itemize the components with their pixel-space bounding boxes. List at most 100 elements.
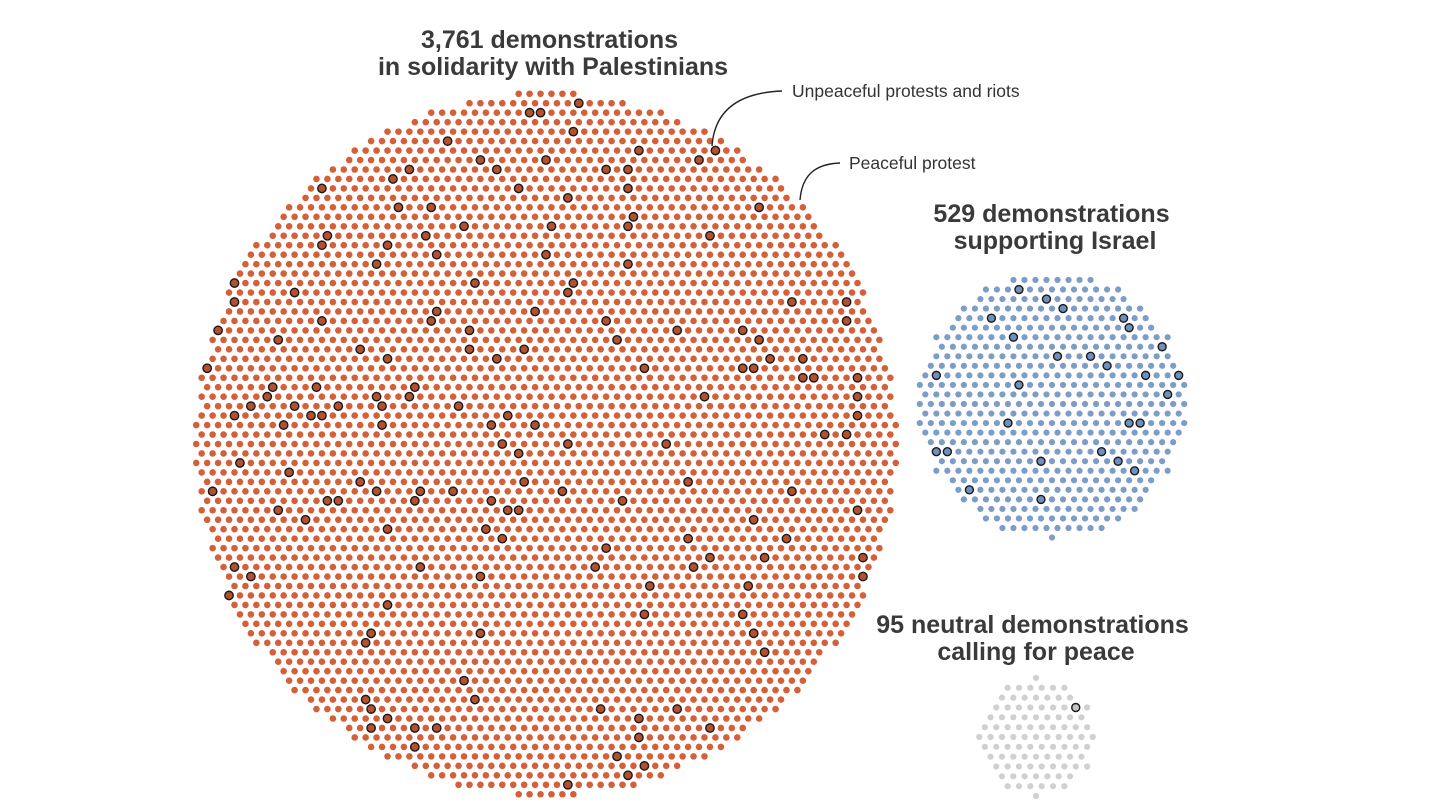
dot-peaceful-protest — [805, 327, 812, 334]
dot-peaceful-protest — [876, 355, 883, 363]
dot-peaceful-protest — [548, 128, 555, 135]
dot-peaceful-protest — [378, 213, 386, 221]
dot-peaceful-protest — [515, 488, 522, 495]
dot-peaceful-protest — [466, 743, 473, 751]
dot-peaceful-protest — [602, 336, 610, 344]
dot-peaceful-protest — [1015, 439, 1023, 446]
dot-peaceful-protest — [509, 156, 517, 164]
dot-peaceful-protest — [526, 185, 533, 192]
dot-peaceful-protest — [630, 686, 637, 694]
dot-peaceful-protest — [690, 620, 697, 628]
dot-peaceful-protest — [417, 279, 424, 287]
dot-peaceful-protest — [755, 639, 763, 647]
dot-peaceful-protest — [493, 431, 501, 438]
dot-unpeaceful-protest — [1124, 322, 1134, 333]
dot-peaceful-protest — [493, 147, 501, 154]
dot-peaceful-protest — [389, 648, 397, 656]
dot-peaceful-protest — [542, 630, 550, 637]
dot-peaceful-protest — [504, 166, 512, 173]
dot-peaceful-protest — [378, 554, 386, 561]
dot-peaceful-protest — [438, 109, 446, 116]
dot-peaceful-protest — [384, 260, 391, 268]
dot-peaceful-protest — [231, 544, 238, 552]
dot-unpeaceful-protest — [355, 476, 366, 487]
dot-peaceful-protest — [701, 166, 708, 173]
dot-peaceful-protest — [471, 260, 479, 268]
dot-peaceful-protest — [1103, 458, 1111, 465]
dot-unpeaceful-protest — [759, 647, 770, 658]
dot-peaceful-protest — [1054, 467, 1061, 474]
dot-unpeaceful-protest — [409, 742, 420, 752]
dot-peaceful-protest — [1043, 334, 1050, 341]
dot-peaceful-protest — [1081, 400, 1089, 408]
dot-peaceful-protest — [591, 298, 599, 306]
dot-peaceful-protest — [340, 241, 348, 249]
dot-peaceful-protest — [993, 477, 1001, 484]
dot-peaceful-protest — [433, 440, 441, 448]
dot-peaceful-protest — [395, 753, 402, 760]
dot-peaceful-protest — [302, 497, 309, 505]
dot-peaceful-protest — [848, 573, 856, 580]
dot-peaceful-protest — [602, 563, 610, 571]
dot-peaceful-protest — [302, 611, 309, 618]
dot-peaceful-protest — [761, 364, 768, 372]
dot-peaceful-protest — [324, 251, 331, 258]
dot-peaceful-protest — [427, 488, 435, 495]
dot-peaceful-protest — [815, 327, 823, 334]
dot-peaceful-protest — [1070, 477, 1078, 484]
dot-peaceful-protest — [220, 469, 227, 476]
dot-peaceful-protest — [444, 402, 451, 410]
dot-peaceful-protest — [922, 391, 929, 398]
dot-peaceful-protest — [384, 658, 391, 666]
dot-peaceful-protest — [318, 677, 326, 684]
dot-peaceful-protest — [1037, 286, 1045, 293]
dot-peaceful-protest — [810, 563, 818, 571]
dot-peaceful-protest — [723, 488, 730, 495]
dot-peaceful-protest — [712, 506, 719, 514]
dot-peaceful-protest — [520, 213, 528, 221]
dot-peaceful-protest — [1055, 694, 1062, 701]
dot-peaceful-protest — [597, 459, 604, 467]
dot-peaceful-protest — [242, 525, 249, 533]
dot-peaceful-protest — [777, 412, 785, 419]
dot-peaceful-protest — [717, 497, 725, 505]
dot-unpeaceful-protest — [737, 609, 748, 620]
dot-peaceful-protest — [373, 544, 380, 552]
dot-peaceful-protest — [231, 488, 238, 495]
dot-peaceful-protest — [515, 563, 522, 571]
dot-peaceful-protest — [1153, 467, 1160, 474]
dot-peaceful-protest — [799, 488, 807, 495]
dot-peaceful-protest — [356, 364, 364, 372]
dot-peaceful-protest — [313, 364, 320, 372]
dot-peaceful-protest — [449, 185, 457, 192]
dot-peaceful-protest — [668, 620, 675, 628]
dot-unpeaceful-protest — [224, 590, 234, 601]
dot-peaceful-protest — [537, 715, 544, 722]
dot-peaceful-protest — [498, 421, 506, 429]
dot-peaceful-protest — [777, 431, 785, 438]
dot-peaceful-protest — [520, 289, 528, 296]
dot-peaceful-protest — [564, 762, 572, 770]
dot-peaceful-protest — [373, 166, 380, 173]
dot-peaceful-protest — [395, 166, 402, 173]
dot-peaceful-protest — [1092, 305, 1100, 312]
dot-peaceful-protest — [498, 327, 506, 334]
dot-peaceful-protest — [723, 450, 730, 457]
dot-peaceful-protest — [209, 506, 216, 514]
dot-peaceful-protest — [1037, 305, 1045, 312]
dot-peaceful-protest — [395, 696, 402, 703]
dot-peaceful-protest — [586, 194, 594, 202]
dot-peaceful-protest — [772, 402, 779, 410]
dot-peaceful-protest — [340, 469, 348, 476]
dot-peaceful-protest — [280, 478, 287, 486]
dot-peaceful-protest — [509, 270, 517, 277]
dot-peaceful-protest — [586, 99, 594, 107]
dot-peaceful-protest — [548, 279, 555, 287]
dot-peaceful-protest — [411, 440, 419, 448]
dot-unpeaceful-protest — [1118, 313, 1129, 323]
dot-peaceful-protest — [695, 194, 703, 202]
dot-peaceful-protest — [608, 156, 615, 164]
dot-peaceful-protest — [799, 431, 807, 438]
dot-peaceful-protest — [367, 611, 375, 618]
dot-peaceful-protest — [498, 743, 506, 751]
